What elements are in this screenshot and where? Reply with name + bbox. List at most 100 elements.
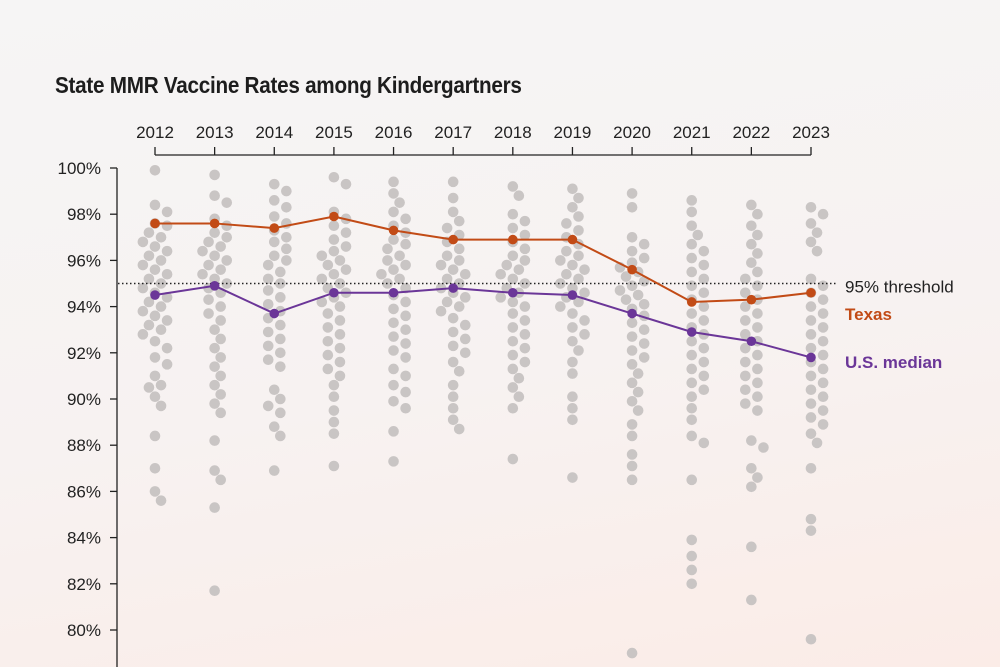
state-dot	[441, 296, 453, 308]
state-dot	[686, 414, 698, 426]
state-dot	[340, 241, 352, 252]
state-dot	[441, 273, 453, 285]
state-dot	[555, 278, 566, 289]
state-dot	[143, 273, 155, 285]
state-dot	[626, 474, 638, 486]
state-dot	[567, 402, 578, 414]
series-point	[388, 225, 399, 236]
state-dot	[400, 370, 411, 382]
x-tick-label: 2012	[136, 123, 174, 142]
x-tick-label: 2014	[255, 123, 293, 142]
state-dot	[817, 308, 829, 319]
state-dot	[686, 349, 698, 361]
state-dot	[686, 195, 698, 206]
y-tick-label: 100%	[58, 159, 101, 178]
state-dot	[268, 236, 280, 248]
state-dot	[740, 370, 751, 382]
state-dot	[579, 329, 590, 340]
state-dot	[322, 259, 334, 271]
series-point	[567, 290, 578, 300]
state-dot	[626, 257, 638, 269]
series-point	[567, 234, 578, 245]
state-dot	[626, 188, 638, 199]
state-dot	[322, 335, 334, 347]
state-dot	[322, 308, 334, 319]
state-dot	[746, 481, 757, 493]
state-dot	[805, 273, 817, 285]
state-dot	[805, 513, 817, 525]
state-dot	[752, 280, 763, 292]
state-dot	[262, 354, 274, 366]
state-dot	[400, 402, 411, 414]
x-tick-label: 2020	[613, 123, 651, 142]
state-dot	[209, 398, 220, 409]
state-dot	[334, 278, 346, 289]
state-dot	[459, 292, 471, 303]
state-dot	[698, 301, 710, 312]
y-tick-label: 86%	[67, 482, 101, 501]
state-dot	[388, 264, 399, 275]
state-dot	[740, 398, 751, 409]
state-dot	[155, 324, 167, 336]
state-dot	[752, 405, 763, 416]
state-dot	[281, 243, 292, 255]
state-dot	[698, 342, 710, 354]
state-dot	[519, 315, 531, 326]
state-dot	[507, 273, 519, 285]
state-dot	[400, 296, 411, 308]
state-dot	[632, 368, 644, 379]
state-dot	[447, 356, 459, 368]
state-dot	[334, 329, 346, 340]
state-dot	[441, 222, 453, 234]
state-dot	[275, 333, 286, 345]
state-dot	[203, 308, 214, 319]
state-dot	[215, 389, 226, 400]
state-dot	[686, 206, 698, 218]
state-dot	[161, 292, 173, 303]
state-dot	[567, 201, 578, 213]
state-dot	[340, 264, 352, 275]
state-dot	[519, 278, 531, 289]
x-tick-label: 2015	[315, 123, 353, 142]
state-dot	[567, 335, 578, 347]
state-dot	[567, 259, 578, 271]
series-point	[329, 287, 339, 298]
state-dot	[334, 356, 346, 368]
state-dot	[567, 322, 578, 333]
state-dot	[573, 296, 584, 308]
state-dot	[817, 391, 829, 402]
state-dot	[149, 352, 161, 363]
state-dot	[817, 419, 829, 430]
state-dot	[686, 335, 698, 347]
state-dot	[686, 238, 698, 250]
state-dot	[322, 322, 334, 333]
state-dot	[262, 400, 274, 412]
state-dot	[507, 349, 519, 361]
state-dot	[686, 564, 698, 576]
state-dot	[161, 245, 173, 257]
state-dot	[275, 266, 286, 278]
state-dot	[400, 338, 411, 349]
series-point	[448, 283, 458, 293]
state-dot	[149, 199, 161, 211]
state-dot	[155, 400, 167, 412]
state-dot	[334, 342, 346, 354]
state-dot	[209, 169, 220, 181]
state-dot	[400, 213, 411, 225]
series-point	[806, 287, 816, 298]
state-dot	[447, 326, 459, 338]
state-dot	[507, 335, 519, 347]
state-dot	[817, 349, 829, 361]
state-dot	[453, 243, 465, 255]
state-dot	[740, 301, 751, 312]
state-dot	[340, 178, 352, 190]
state-dot	[752, 363, 763, 375]
state-dot	[686, 308, 698, 319]
state-dot	[805, 412, 817, 423]
state-dot	[137, 236, 149, 248]
series-point	[686, 297, 697, 307]
state-dot	[388, 303, 399, 315]
state-dot	[567, 183, 578, 195]
state-dot	[459, 268, 471, 280]
state-dot	[817, 322, 829, 333]
